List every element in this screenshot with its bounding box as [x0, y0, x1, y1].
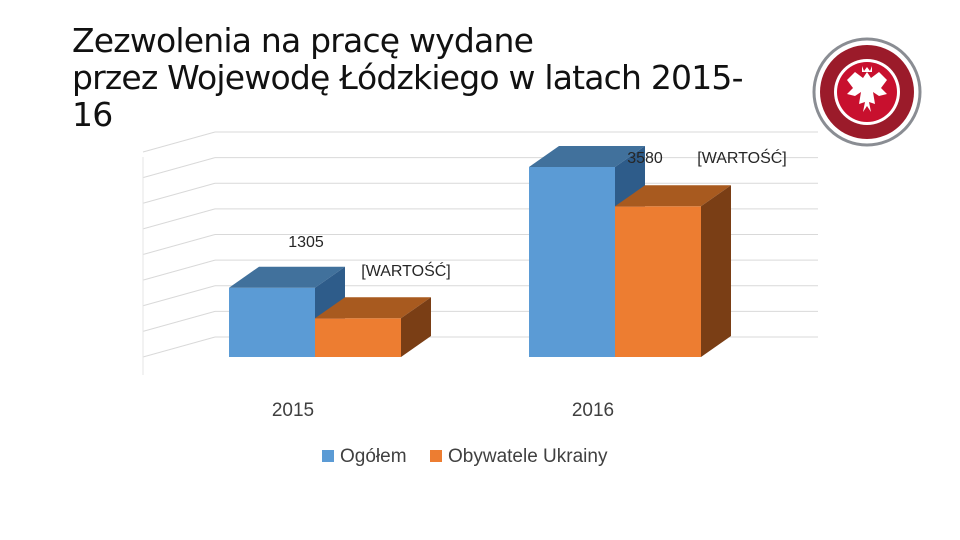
bar-Ogółem-2015 — [229, 287, 315, 357]
bar-Ogółem-2016 — [529, 167, 615, 357]
bar-top-2016-0 — [529, 146, 645, 167]
x-tick-label: 2015 — [272, 400, 314, 421]
data-label: [WARTOŚĆ] — [697, 148, 787, 167]
legend-swatch — [430, 450, 442, 462]
bar-Obywatele Ukrainy-2016 — [615, 206, 701, 357]
bar-top-2016-1 — [615, 185, 731, 207]
legend-label: Obywatele Ukrainy — [448, 446, 608, 467]
legend-swatch — [322, 450, 334, 462]
gridline-side — [142, 131, 216, 153]
bar-side-2016-1 — [701, 185, 731, 357]
title-line-2: przez Wojewodę Łódzkiego w latach 2015- — [72, 58, 744, 97]
eagle-icon — [847, 72, 887, 112]
bar-side-2015-1 — [401, 297, 431, 357]
gridline-side — [142, 182, 216, 204]
data-label: 1305 — [288, 234, 324, 251]
gridline-side — [142, 157, 216, 179]
gridline-side — [142, 285, 216, 307]
gridline-side — [142, 234, 216, 255]
gridline-side — [142, 208, 216, 230]
bar-top-2015-1 — [315, 297, 431, 319]
gridline-side — [142, 259, 216, 281]
chart-bars — [229, 146, 731, 357]
bar-top-2015-0 — [229, 266, 345, 288]
data-label: 3580 — [627, 150, 663, 167]
gridline-side — [142, 336, 216, 358]
bar-Obywatele Ukrainy-2015 — [315, 318, 401, 357]
gridline-side — [142, 310, 216, 332]
x-tick-label: 2016 — [572, 400, 614, 421]
data-label: [WARTOŚĆ] — [361, 261, 451, 280]
title-line-1: Zezwolenia na pracę wydane — [72, 21, 534, 60]
chart-legend: Ogółem Obywatele Ukrainy — [322, 446, 608, 467]
chart-labels: 2015 2016 1305 [WARTOŚĆ] 3580 [WARTOŚĆ] — [272, 148, 787, 421]
crown-icon — [862, 66, 872, 72]
slide-title: Zezwolenia na pracę wydane przez Wojewod… — [72, 22, 792, 133]
title-line-3: 16 — [72, 95, 113, 134]
legend-label: Ogółem — [340, 446, 407, 467]
